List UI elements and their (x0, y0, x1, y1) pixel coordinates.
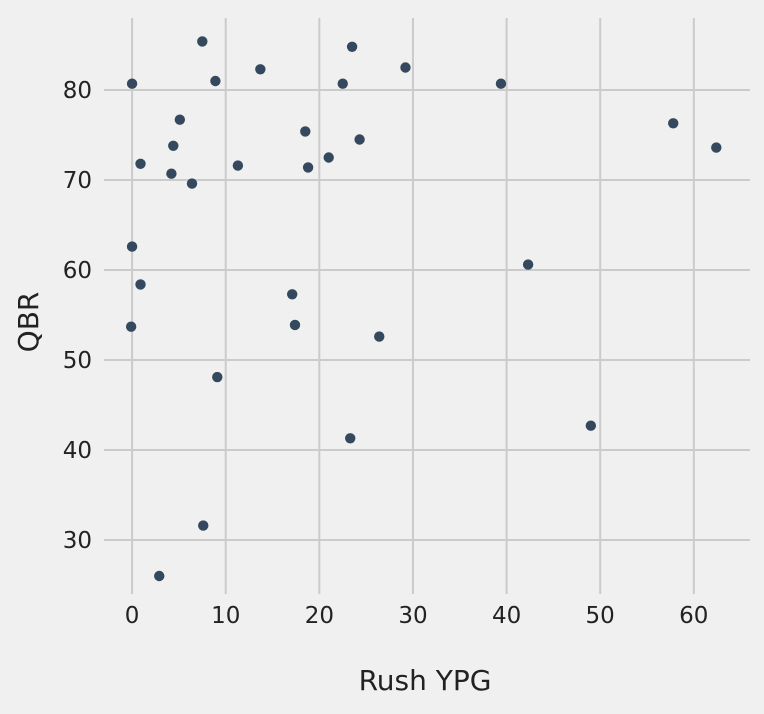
data-point (374, 331, 385, 342)
data-point (337, 78, 348, 89)
data-point (135, 279, 146, 290)
x-tick-label: 40 (492, 603, 521, 629)
data-point (212, 371, 223, 383)
data-point (668, 118, 679, 129)
x-axis-title: Rush YPG (359, 664, 492, 697)
data-point (198, 520, 209, 531)
data-point (154, 570, 165, 582)
data-point (255, 64, 266, 75)
data-point (522, 259, 534, 270)
x-tick-label: 50 (586, 603, 615, 629)
y-tick-label: 50 (63, 348, 92, 374)
data-point (346, 41, 358, 52)
data-point (126, 78, 138, 89)
data-point (711, 142, 722, 153)
data-point (125, 321, 137, 332)
data-point (345, 433, 356, 444)
data-point (323, 152, 334, 163)
data-point (210, 75, 221, 87)
y-tick-label: 30 (63, 528, 92, 554)
data-point (166, 168, 177, 179)
y-tick-label: 70 (63, 168, 92, 194)
data-point (168, 140, 179, 151)
grid (104, 18, 750, 594)
data-point (174, 114, 186, 125)
data-point (300, 126, 311, 137)
x-tick-label: 30 (398, 603, 427, 629)
tick-labels: 0 10 20 30 40 50 60 30 40 50 60 70 80 (63, 78, 709, 629)
data-point (302, 162, 314, 173)
data-point (495, 78, 507, 89)
y-tick-label: 80 (63, 78, 92, 104)
data-point (186, 178, 198, 189)
data-point (400, 62, 411, 73)
y-tick-label: 60 (63, 258, 92, 284)
data-point (354, 134, 365, 145)
data-point (585, 420, 597, 431)
data-point (197, 36, 208, 47)
x-tick-label: 10 (211, 603, 240, 629)
data-point (126, 241, 138, 252)
y-tick-label: 40 (63, 438, 92, 464)
data-points (125, 36, 722, 582)
x-tick-label: 20 (305, 603, 334, 629)
x-tick-label: 0 (125, 603, 140, 629)
x-tick-label: 60 (679, 603, 708, 629)
data-point (286, 289, 298, 300)
data-point (232, 160, 244, 171)
data-point (289, 319, 301, 331)
data-point (135, 158, 146, 169)
y-axis-title: QBR (12, 292, 45, 353)
